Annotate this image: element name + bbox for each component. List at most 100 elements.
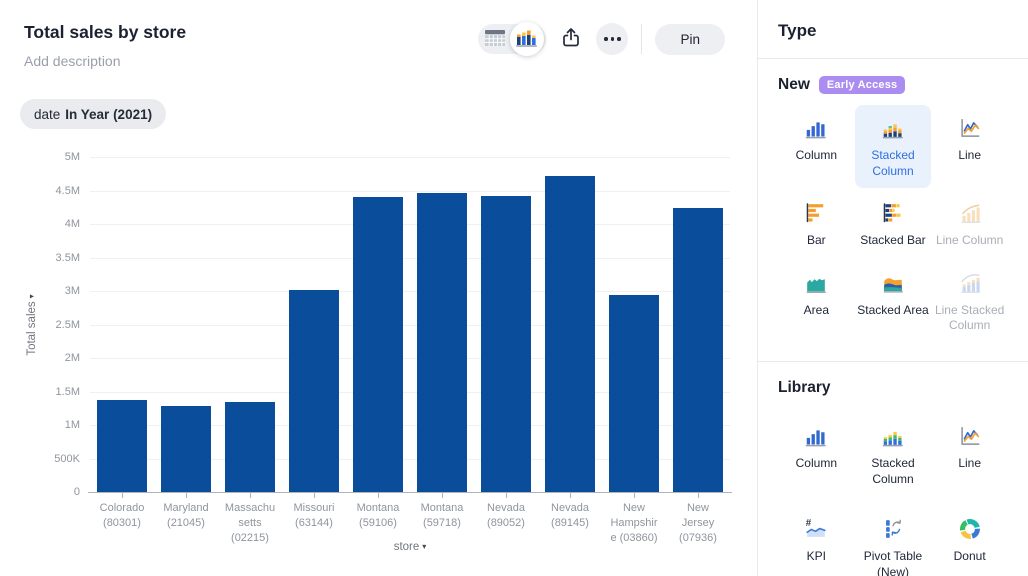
x-tick-mark — [698, 493, 699, 498]
early-access-badge: Early Access — [818, 76, 906, 94]
filter-chip[interactable]: date In Year (2021) — [20, 99, 167, 129]
stacked-column-library-chart-icon — [880, 423, 906, 449]
chart-type-label: Area — [803, 302, 829, 317]
filter-bar: date In Year (2021) — [20, 99, 757, 129]
y-tick-label: 4M — [64, 218, 80, 230]
bar[interactable] — [97, 400, 147, 492]
caret-down-icon: ▾ — [422, 541, 427, 551]
donut-chart-icon — [957, 516, 983, 542]
table-view-button[interactable] — [480, 24, 510, 54]
share-button[interactable] — [555, 23, 587, 55]
gridline — [90, 458, 730, 460]
pin-button[interactable]: Pin — [655, 23, 725, 55]
chart-type-tile-bar[interactable]: Bar — [778, 190, 855, 258]
new-chart-type-grid: Column Stacked Column Line Bar Stacked Bar Li… — [778, 105, 1008, 343]
filter-condition: In Year (2021) — [65, 106, 153, 122]
x-tick-label: Massachu setts (02215) — [224, 502, 276, 544]
chart-type-tile-donut[interactable]: Donut — [931, 506, 1008, 576]
gridline — [90, 257, 730, 259]
bar[interactable] — [289, 290, 339, 492]
bar-chart-icon — [803, 200, 829, 226]
chart-type-tile-stacked-column[interactable]: Stacked Column — [855, 413, 932, 496]
chart-type-tile-stacked-column[interactable]: Stacked Column — [854, 105, 932, 189]
chart-type-label: Stacked Area — [857, 302, 929, 317]
gridline — [90, 291, 730, 292]
gridline — [90, 425, 730, 426]
bar[interactable] — [161, 405, 211, 492]
x-tick-label: Nevada (89052) — [487, 502, 525, 529]
gridline — [90, 157, 730, 158]
chart-type-tile-stacked-area[interactable]: Stacked Area — [855, 260, 932, 343]
library-chart-type-grid: Column Stacked Column Line # KPI Pivot Table … — [778, 413, 1008, 576]
x-tick-label: New Jersey (07936) — [679, 502, 717, 544]
x-tick-label: Montana (59718) — [420, 502, 464, 529]
chart-type-tile-line-stacked-column: Line Stacked Column — [931, 260, 1008, 343]
y-tick-label: 2M — [64, 352, 80, 364]
view-toggle — [478, 22, 547, 56]
chart-type-tile-area[interactable]: Area — [778, 260, 855, 343]
line-column-chart-icon — [957, 200, 983, 226]
bar[interactable] — [225, 401, 275, 492]
gridline — [90, 391, 730, 393]
x-tick-mark — [122, 493, 123, 498]
chart-type-tile-stacked-bar[interactable]: Stacked Bar — [855, 190, 932, 258]
column-chart-icon — [803, 115, 829, 141]
chart-type-tile-line[interactable]: Line — [931, 105, 1008, 188]
y-tick-label: 500K — [54, 452, 80, 465]
x-tick-mark — [314, 493, 315, 498]
pivot-table-icon — [880, 516, 906, 542]
chart-type-label: Line — [958, 148, 981, 162]
chart-type-tile-pivot-table-new[interactable]: Pivot Table (New) — [855, 506, 932, 576]
library-section-header: Library — [778, 379, 1008, 397]
line-chart-icon — [957, 115, 983, 141]
more-options-button[interactable] — [596, 23, 629, 55]
y-tick-label: 0 — [73, 486, 80, 498]
x-tick-mark — [186, 493, 187, 498]
gridline — [90, 358, 730, 359]
viz-type-panel: Type New Early Access Column Stacked Colu… — [757, 0, 1028, 576]
bar[interactable] — [353, 197, 403, 492]
chart-view-button[interactable] — [510, 22, 545, 56]
chart-type-label: Line Column — [935, 233, 1004, 248]
bar[interactable] — [417, 192, 467, 492]
chart-type-tile-column[interactable]: Column — [778, 413, 855, 496]
y-tick-label: 3M — [64, 285, 80, 297]
column-chart-icon — [803, 423, 829, 449]
chart-type-label: Bar — [806, 233, 826, 248]
x-axis-title[interactable]: store ▾ — [394, 541, 427, 553]
bar[interactable] — [481, 195, 531, 492]
chart-type-tile-line-column: Line Column — [931, 190, 1008, 258]
bar[interactable] — [673, 207, 723, 492]
new-section-header: New Early Access — [778, 76, 1008, 94]
library-section-title: Library — [778, 378, 831, 396]
y-tick-label: 3.5M — [55, 251, 80, 264]
toolbar-divider — [641, 24, 643, 54]
chart-type-tile-column[interactable]: Column — [778, 105, 855, 188]
gridline — [90, 224, 730, 225]
chart-type-label: Stacked Column — [871, 455, 915, 486]
description-placeholder[interactable]: Add description — [24, 53, 121, 69]
page-title[interactable]: Total sales by store — [24, 22, 187, 42]
chart-type-label: KPI — [806, 549, 826, 564]
y-tick-label: 4.5M — [55, 184, 80, 197]
chart-type-label: Column — [795, 148, 837, 162]
x-tick-label: New Hampshir e (03860) — [610, 502, 658, 544]
x-tick-mark — [570, 493, 571, 498]
area-chart-icon — [803, 270, 829, 296]
chart-type-label: Line — [958, 455, 981, 470]
bar[interactable] — [609, 295, 659, 492]
chart-type-tile-line[interactable]: Line — [931, 413, 1008, 496]
chart-panel: Total sales by store Add description — [0, 0, 757, 553]
chart-type-tile-kpi[interactable]: # KPI — [778, 506, 855, 576]
x-tick-mark — [506, 493, 507, 498]
toolbar: Pin — [478, 22, 725, 56]
bar[interactable] — [545, 175, 595, 492]
chart-type-label: Donut — [953, 549, 986, 564]
stacked-bar-chart-mini-icon — [516, 28, 538, 50]
header: Total sales by store Add description — [0, 0, 757, 69]
line-chart-icon — [957, 423, 983, 449]
kpi-icon: # — [803, 516, 829, 542]
stacked-bar-chart-icon — [880, 200, 906, 226]
chart-type-label: Stacked Bar — [860, 233, 926, 248]
